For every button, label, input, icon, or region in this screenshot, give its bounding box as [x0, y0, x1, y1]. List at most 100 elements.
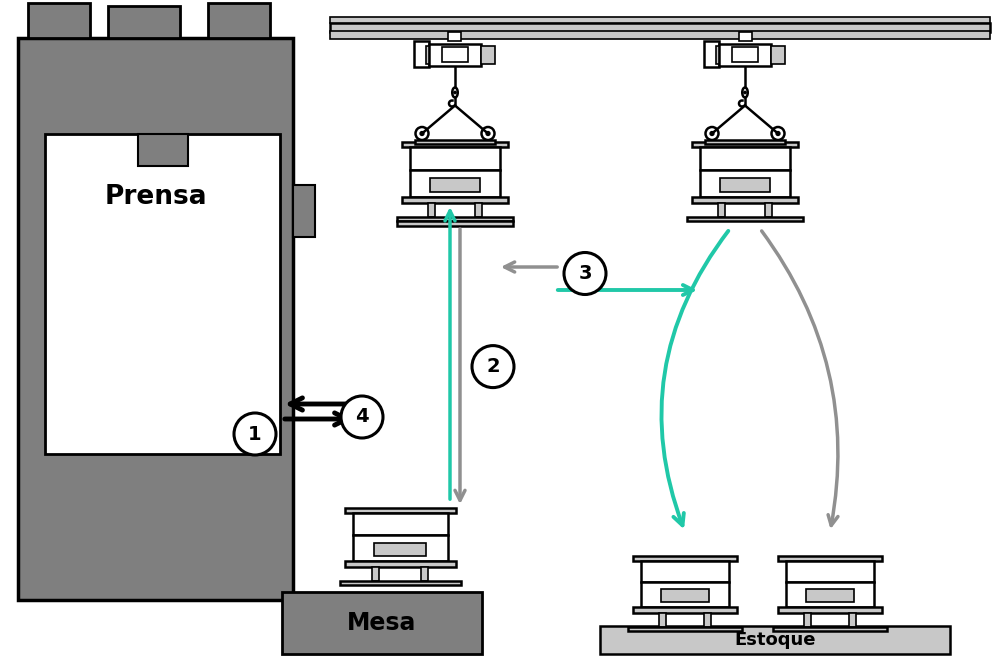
Bar [208, 3, 270, 38]
Bar [282, 592, 482, 654]
Bar [658, 612, 665, 626]
Bar [77, 407, 248, 413]
Bar [345, 561, 455, 566]
Circle shape [705, 127, 718, 140]
Bar [738, 32, 752, 40]
Bar [628, 626, 742, 631]
Bar [773, 626, 887, 631]
Bar [330, 22, 990, 32]
Text: 1: 1 [248, 425, 262, 444]
Bar [293, 185, 315, 237]
Ellipse shape [742, 87, 748, 97]
Bar [426, 46, 429, 63]
Bar [806, 589, 855, 602]
Circle shape [454, 91, 456, 94]
Ellipse shape [452, 87, 458, 97]
Bar [718, 203, 725, 216]
Bar [120, 388, 205, 401]
Text: Prensa: Prensa [105, 184, 207, 210]
Bar [778, 607, 882, 612]
Bar [430, 178, 480, 192]
Circle shape [776, 132, 780, 136]
Bar [660, 589, 709, 602]
Bar [397, 216, 513, 221]
Bar [410, 170, 500, 197]
Bar [475, 203, 482, 216]
Bar [345, 507, 455, 513]
Text: 2: 2 [486, 357, 500, 376]
Bar [85, 357, 240, 380]
Bar [429, 44, 481, 65]
Bar [732, 47, 758, 62]
Bar [85, 380, 240, 407]
Bar [778, 556, 882, 561]
Bar [600, 626, 950, 654]
Bar [687, 216, 803, 221]
Bar [340, 581, 460, 585]
Text: Estoque: Estoque [734, 631, 816, 649]
Bar [692, 142, 798, 147]
Bar [700, 147, 790, 170]
Circle shape [710, 132, 714, 136]
Bar [330, 32, 990, 38]
Bar [641, 582, 729, 607]
Bar [196, 413, 203, 427]
Bar [414, 42, 429, 67]
Bar [137, 134, 187, 166]
Bar [720, 178, 770, 192]
Bar [786, 561, 874, 582]
Circle shape [415, 127, 428, 140]
Circle shape [486, 132, 490, 136]
Circle shape [234, 413, 276, 455]
Bar [633, 607, 737, 612]
Bar [700, 170, 790, 197]
FancyArrowPatch shape [661, 231, 728, 526]
Bar [402, 142, 508, 147]
Circle shape [420, 132, 424, 136]
Bar [353, 513, 447, 535]
Bar [415, 140, 495, 144]
Bar [353, 535, 447, 561]
Bar [704, 612, 711, 626]
Bar [850, 612, 857, 626]
Bar [397, 221, 513, 226]
Bar [771, 46, 785, 63]
Text: Mesa: Mesa [348, 611, 416, 635]
Circle shape [472, 345, 514, 388]
Bar [77, 351, 248, 357]
Bar [421, 566, 428, 581]
Bar [765, 203, 772, 216]
Bar [373, 566, 379, 581]
Bar [719, 44, 771, 65]
Bar [448, 32, 461, 40]
Circle shape [341, 396, 383, 438]
Bar [428, 203, 435, 216]
Bar [108, 6, 180, 38]
Bar [705, 140, 785, 144]
Bar [28, 3, 90, 38]
Bar [72, 427, 253, 431]
Bar [786, 582, 874, 607]
FancyArrowPatch shape [762, 231, 838, 526]
Circle shape [481, 127, 494, 140]
Text: 3: 3 [579, 264, 592, 283]
Bar [704, 42, 719, 67]
Bar [481, 46, 495, 63]
Bar [122, 413, 128, 427]
Bar [410, 147, 500, 170]
Text: 4: 4 [356, 407, 369, 427]
Bar [18, 38, 293, 600]
Circle shape [564, 253, 606, 294]
Bar [633, 556, 737, 561]
Bar [692, 197, 798, 203]
Bar [442, 47, 468, 62]
Bar [402, 197, 508, 203]
Circle shape [772, 127, 785, 140]
Bar [374, 542, 426, 556]
Bar [641, 561, 729, 582]
Bar [330, 17, 990, 22]
Bar [45, 134, 280, 454]
Bar [716, 46, 719, 63]
Bar [804, 612, 811, 626]
Circle shape [744, 91, 746, 94]
